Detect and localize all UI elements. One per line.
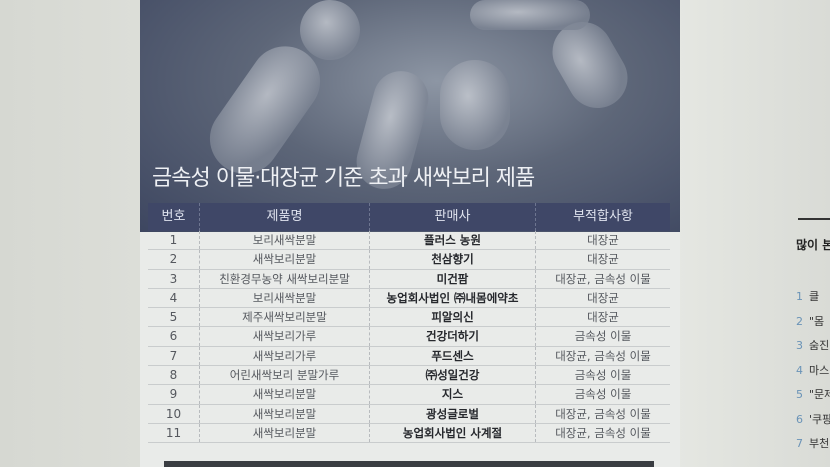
table-row: 8 어린새싹보리 분말가루 ㈜성일건강 금속성 이물 [148,366,670,386]
headline-text: 숨진 [809,339,830,352]
infographic-title: 금속성 이물·대장균 기준 초과 새싹보리 제품 [152,166,535,191]
table-header: 번호 제품명 판매사 부적합사항 [148,203,670,231]
rank-number: 7 [796,437,803,450]
row-number: 8 [148,366,200,385]
row-number: 10 [148,404,200,423]
footer-bar [164,461,654,467]
violation: 대장균, 금속성 이물 [555,406,651,421]
violation: 대장균 [587,310,619,325]
seller: 농업회사법인 사계절 [370,423,536,443]
headline-text: 부천 [809,437,830,450]
divider [798,218,830,220]
headline-text: '쿠팡 [809,412,830,426]
header-violation: 부적합사항 [573,209,633,224]
table-row: 3 친환경무농약 새싹보리분말 미건팜 대장균, 금속성 이물 [148,269,670,289]
most-viewed-item[interactable]: 7 부천 [796,435,829,451]
row-number: 1 [148,231,200,250]
violation: 금속성 이물 [574,368,632,383]
table-body: 1 보리새싹분말 플러스 농원 대장균 2 새싹보리분말 천삼향기 대장균 3 친환경무농약 새싹… [148,231,670,444]
row-number: 6 [148,327,200,346]
most-viewed-sidebar: 많이 본 1 클 2 "몸 3 숨진 4 마스 5 "문제 6 '쿠팡 7 부천 [782,0,830,467]
most-viewed-item[interactable]: 5 "문제 [796,386,830,402]
seller: ㈜성일건강 [370,366,536,385]
table-row: 1 보리새싹분말 플러스 농원 대장균 [148,231,670,251]
seller: 광성글로벌 [370,404,536,423]
seller: 농업회사법인 ㈜내몸에약초 [370,288,536,308]
table-row: 6 새싹보리가루 건강더하기 금속성 이물 [148,327,670,347]
seller: 천삼향기 [370,250,536,269]
rank-number: 3 [796,339,803,352]
most-viewed-item[interactable]: 3 숨진 [796,337,829,353]
rank-number: 4 [796,363,803,377]
headline-text: "문제 [809,388,830,401]
table-row: 5 제주새싹보리분말 피알의신 대장균 [148,308,670,328]
article-infographic: 금속성 이물·대장균 기준 초과 새싹보리 제품 번호 제품명 판매사 부적합사… [140,0,680,467]
table-row: 7 새싹보리가루 푸드센스 대장균, 금속성 이물 [148,346,670,367]
violation: 대장균 [587,252,619,267]
bacteria-image: 금속성 이물·대장균 기준 초과 새싹보리 제품 [140,0,680,232]
product-name: 제주새싹보리분말 [200,308,370,327]
headline-text: "몸 [809,314,825,328]
seller: 건강더하기 [370,327,536,346]
table-row: 10 새싹보리분말 광성글로벌 대장균, 금속성 이물 [148,404,670,424]
violation: 대장균, 금속성 이물 [555,271,651,286]
rank-number: 2 [796,314,803,328]
header-product: 제품명 [200,203,370,231]
seller: 피알의신 [370,308,536,327]
rank-number: 5 [796,388,803,401]
violation: 금속성 이물 [574,387,632,402]
headline-text: 마스 [809,363,830,377]
violation: 대장균 [587,290,619,305]
row-number: 2 [148,250,200,269]
seller: 지스 [370,385,536,404]
sidebar-heading: 많이 본 [796,238,830,252]
row-number: 11 [148,423,200,443]
product-name: 새싹보리분말 [200,423,370,443]
headline-text: 클 [809,290,820,303]
product-name: 보리새싹분말 [200,288,370,308]
violation: 대장균, 금속성 이물 [555,425,651,440]
product-name: 친환경무농약 새싹보리분말 [200,269,370,288]
product-name: 새싹보리분말 [200,250,370,269]
product-name: 어린새싹보리 분말가루 [200,366,370,385]
violation: 대장균, 금속성 이물 [555,348,651,363]
table-row: 4 보리새싹분말 농업회사법인 ㈜내몸에약초 대장균 [148,288,670,309]
rank-number: 6 [796,412,803,426]
row-number: 4 [148,288,200,308]
table-row: 11 새싹보리분말 농업회사법인 사계절 대장균, 금속성 이물 [148,423,670,444]
table-row: 9 새싹보리분말 지스 금속성 이물 [148,385,670,405]
header-number: 번호 [148,203,200,231]
row-number: 7 [148,346,200,366]
most-viewed-item[interactable]: 6 '쿠팡 [796,411,830,427]
row-number: 5 [148,308,200,327]
product-name: 새싹보리가루 [200,346,370,366]
violation: 금속성 이물 [574,329,632,344]
header-seller: 판매사 [370,203,536,231]
seller: 플러스 농원 [370,231,536,250]
table-row: 2 새싹보리분말 천삼향기 대장균 [148,250,670,270]
row-number: 3 [148,269,200,288]
product-name: 새싹보리가루 [200,327,370,346]
row-number: 9 [148,385,200,404]
violation: 대장균 [587,233,619,247]
product-name: 새싹보리분말 [200,385,370,404]
product-name: 새싹보리분말 [200,404,370,423]
product-name: 보리새싹분말 [200,231,370,250]
seller: 미건팜 [370,269,536,288]
most-viewed-item[interactable]: 4 마스 [796,362,829,378]
seller: 푸드센스 [370,346,536,366]
most-viewed-item[interactable]: 2 "몸 [796,313,824,329]
rank-number: 1 [796,290,803,303]
